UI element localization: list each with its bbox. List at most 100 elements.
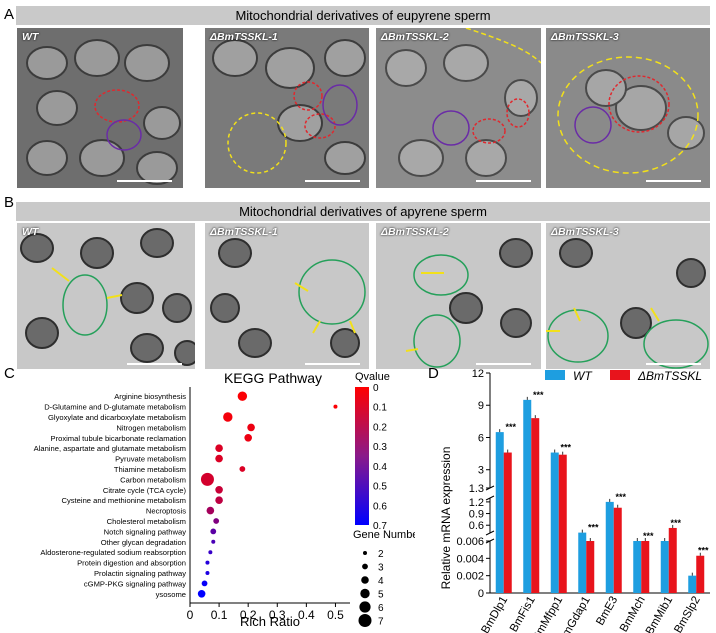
panel-label-d: D — [428, 365, 439, 382]
y-tick-label: 6 — [478, 432, 484, 444]
x-tick-label: 0.3 — [269, 608, 286, 622]
pathway-label: Aldosterone-regulated sodium reabsorptio… — [40, 548, 186, 557]
pathway-label: Citrate cycle (TCA cycle) — [103, 486, 187, 495]
size-legend-dot — [358, 614, 372, 627]
bar-plot-area: 0 0.002 0.004 0.006 0.60.91.2 1.3 3 6 9 12 *** BmDl… — [456, 368, 710, 633]
x-tick-label: 0 — [187, 608, 194, 622]
micrograph-title: ΔBmTSSKL-1 — [210, 31, 278, 43]
size-legend-dot — [359, 601, 371, 613]
bar — [696, 555, 705, 593]
legend-label-ko: ΔBmTSSKL — [637, 369, 702, 383]
panel-label-b: B — [4, 194, 15, 211]
pathway-bubble — [239, 466, 246, 472]
pathway-bubble — [215, 486, 223, 494]
micrograph-a-ko3-image — [546, 28, 710, 188]
pathway-bubble — [206, 506, 215, 515]
micrograph-a-wt-image — [17, 28, 183, 188]
qvalue-tick-label: 0.7 — [373, 521, 387, 532]
pathway-label: Cysteine and methionine metabolism — [61, 496, 186, 505]
pathway-bubble — [211, 539, 216, 544]
pathway-bubble — [210, 528, 217, 535]
pathway-label: D-Glutamine and D-glutamate metabolism — [44, 403, 186, 412]
micrograph-title: WT — [22, 226, 39, 238]
scale-bar — [476, 180, 531, 182]
scale-bar — [646, 180, 701, 182]
pathway-bubble — [244, 434, 252, 442]
panel-label-a: A — [4, 6, 15, 23]
x-category-label: BmSlp2 — [672, 595, 703, 633]
y-tick-label: 9 — [478, 400, 484, 412]
bar-legend: WT ΔBmTSSKL — [545, 369, 702, 383]
pathway-label: Nitrogen metabolism — [116, 423, 186, 432]
micrograph-title: ΔBmTSSKL-2 — [381, 226, 449, 238]
gene-number-legend: 2 3 4 5 6 7 — [358, 549, 384, 628]
qvalue-legend-ticks: 0 0.1 0.2 0.3 0.4 0.5 0.6 0.7 — [373, 383, 387, 532]
micrograph-a-ko2: ΔBmTSSKL-2 — [376, 28, 541, 188]
pathway-label: Prolactin signaling pathway — [94, 569, 186, 578]
mrna-bar-chart: Relative mRNA expression WT ΔBmTSSKL 0 0.… — [439, 368, 710, 633]
significance-mark: *** — [615, 492, 626, 502]
size-legend-label: 3 — [378, 563, 384, 574]
size-legend-label: 4 — [378, 576, 384, 587]
significance-mark: *** — [560, 443, 571, 453]
pathway-bubble — [215, 454, 223, 463]
significance-mark: *** — [505, 422, 516, 432]
pathway-label: Other glycan degradation — [101, 538, 186, 547]
pathway-bubble — [223, 412, 233, 422]
bar — [558, 454, 567, 593]
size-legend-dot — [362, 563, 368, 570]
bar — [613, 507, 622, 593]
pathway-label: Alanine, aspartate and glutamate metabol… — [34, 444, 186, 453]
micrograph-title: WT — [22, 31, 39, 43]
pathway-bubble — [333, 404, 338, 409]
x-category-label: BmMib1 — [644, 595, 675, 633]
pathway-label: Glyoxylate and dicarboxylate metabolism — [48, 413, 186, 422]
pathway-label: Carbon metabolism — [120, 475, 186, 484]
bar — [550, 452, 559, 593]
micrograph-title: ΔBmTSSKL-3 — [551, 226, 619, 238]
micrograph-a-wt: WT — [17, 28, 183, 188]
micrograph-a-ko2-image — [376, 28, 541, 188]
bar — [633, 541, 642, 593]
pathway-label: Arginine biosynthesis — [114, 392, 186, 401]
qvalue-tick-label: 0.3 — [373, 442, 387, 453]
kegg-bubble-chart: KEGG Pathway 0 0.1 0.2 0.3 0.4 0.5 Arginine bi… — [34, 370, 415, 629]
size-legend-label: 6 — [378, 603, 384, 614]
pathway-label: Notch signaling pathway — [104, 527, 187, 536]
y-axis-label: Relative mRNA expression — [439, 447, 453, 590]
micrograph-b-ko2-image — [376, 223, 541, 369]
qvalue-tick-label: 0.6 — [373, 501, 387, 512]
plot-frame — [190, 387, 350, 603]
x-tick-label: 0.1 — [211, 608, 228, 622]
pathway-label: Necroptosis — [146, 507, 186, 516]
axis-break-mark — [485, 530, 495, 536]
bar — [586, 541, 595, 593]
size-legend-dot — [360, 588, 370, 599]
pathway-bubble — [205, 571, 210, 575]
bar — [523, 399, 532, 593]
bar — [641, 541, 650, 593]
qvalue-legend-title: Qvalue — [355, 371, 390, 383]
size-legend-dot — [363, 551, 367, 555]
qvalue-tick-label: 0.5 — [373, 482, 387, 493]
axis-break-mark — [485, 495, 495, 501]
qvalue-colorbar — [355, 387, 369, 525]
qvalue-tick-label: 0 — [373, 383, 379, 394]
legend-swatch-wt — [545, 370, 565, 380]
micrograph-b-wt: WT — [17, 223, 195, 369]
micrograph-b-ko1-image — [205, 223, 369, 369]
scale-bar — [305, 180, 360, 182]
micrograph-b-ko2: ΔBmTSSKL-2 — [376, 223, 541, 369]
pathway-bubble — [215, 444, 223, 452]
x-category-label: BmFis1 — [508, 595, 538, 633]
y-tick-label: 3 — [478, 465, 484, 477]
pathway-label: ysosome — [156, 590, 186, 599]
micrograph-a-ko3: ΔBmTSSKL-3 — [546, 28, 710, 188]
x-category-label: BmDlp1 — [480, 595, 511, 633]
x-axis-label: Rich Ratio — [240, 614, 300, 629]
legend-label-wt: WT — [573, 369, 593, 383]
micrograph-b-wt-image — [17, 223, 195, 369]
x-category-label: BmE3 — [594, 595, 620, 628]
size-legend-dot — [361, 576, 369, 584]
x-tick-label: 0.2 — [240, 608, 257, 622]
